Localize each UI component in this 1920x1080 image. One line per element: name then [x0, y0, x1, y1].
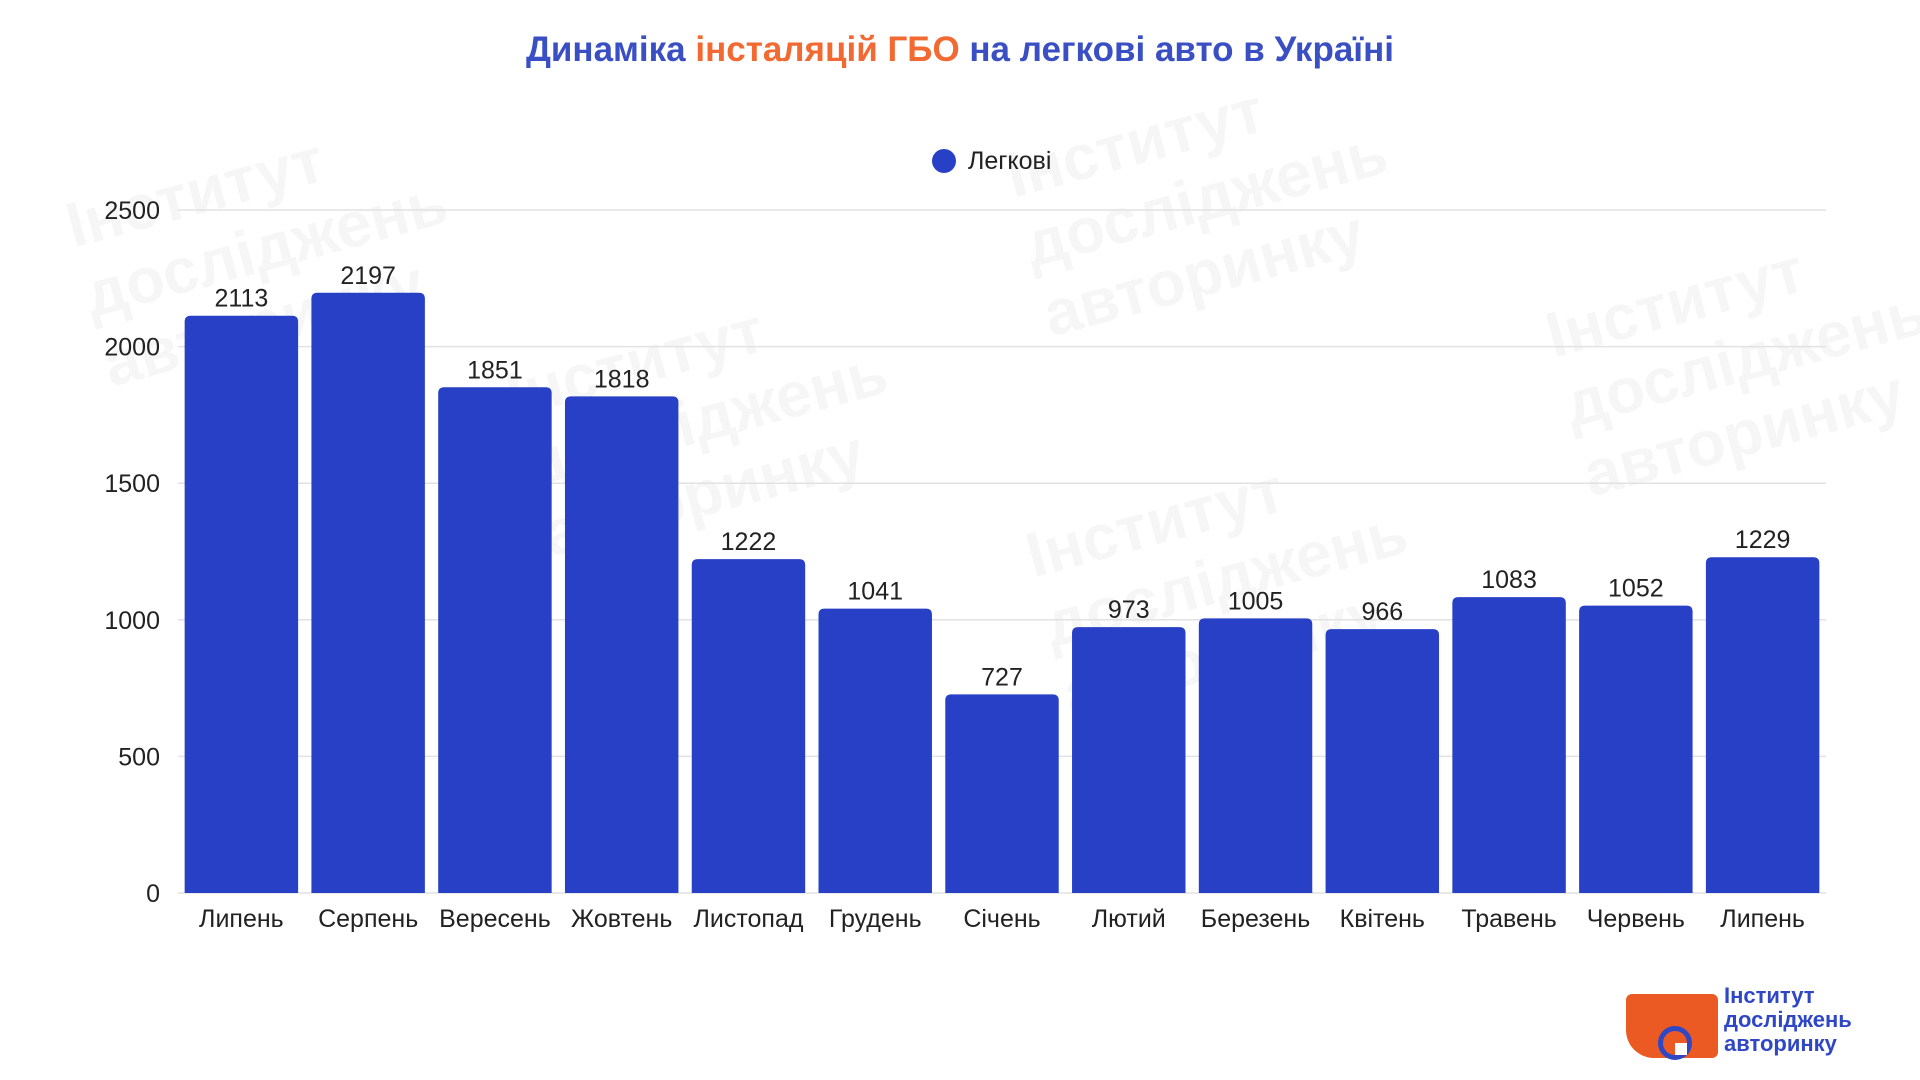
bar: [311, 292, 425, 893]
bar: [818, 608, 932, 893]
y-tick-label: 500: [118, 743, 160, 771]
x-tick-label: Жовтень: [571, 905, 672, 933]
bar: [564, 396, 679, 893]
title-accent: інсталяцій ГБО: [695, 30, 960, 69]
bar: [945, 694, 1059, 893]
data-label: 1041: [847, 578, 903, 606]
data-label: 1222: [721, 528, 777, 556]
x-tick-label: Серпень: [318, 905, 418, 933]
y-tick-label: 2500: [104, 197, 160, 225]
x-tick-label: Лютий: [1092, 905, 1166, 933]
data-label: 1005: [1228, 587, 1284, 615]
y-tick-label: 1000: [104, 607, 160, 635]
chart-title: Динаміка інсталяцій ГБО на легкові авто …: [0, 30, 1920, 70]
bar: [1452, 597, 1566, 893]
x-tick-label: Січень: [963, 905, 1040, 933]
logo-line-2: досліджень: [1724, 1007, 1852, 1032]
x-tick-label: Грудень: [829, 905, 922, 933]
data-label: 2113: [215, 285, 269, 313]
data-label: 1083: [1481, 566, 1537, 594]
legend-label: Легкові: [968, 146, 1052, 175]
bar: [1072, 627, 1186, 893]
title-part2: на легкові авто в Україні: [969, 30, 1395, 69]
institute-logo: Інститут досліджень авторинку: [1626, 984, 1906, 1064]
data-label: 2197: [340, 262, 396, 290]
data-label: 966: [1361, 598, 1403, 626]
data-label: 1851: [467, 356, 523, 384]
bar: [184, 315, 299, 893]
logo-line-1: Інститут: [1724, 983, 1815, 1008]
x-tick-label: Травень: [1461, 905, 1556, 933]
data-label: 1818: [594, 365, 650, 393]
bar: [1579, 605, 1693, 893]
logo-line-3: авторинку: [1724, 1031, 1837, 1056]
x-tick-label: Червень: [1587, 905, 1685, 933]
chart-legend: Легкові: [932, 146, 1051, 176]
data-label: 1229: [1735, 526, 1791, 554]
y-tick-label: 2000: [104, 334, 160, 362]
x-tick-label: Липень: [1720, 905, 1805, 933]
data-label: 1052: [1608, 575, 1664, 603]
bar: [1325, 629, 1440, 893]
x-tick-label: Квітень: [1340, 905, 1425, 933]
bar: [1198, 618, 1313, 893]
x-tick-label: Вересень: [439, 905, 551, 933]
y-tick-label: 1500: [104, 470, 160, 498]
data-label: 973: [1108, 596, 1150, 624]
bar: [691, 559, 806, 893]
logo-text: Інститут досліджень авторинку: [1724, 984, 1852, 1056]
title-part1: Динаміка: [525, 30, 686, 69]
y-tick-label: 0: [146, 880, 160, 908]
logo-circle: [1658, 1026, 1692, 1060]
bar: [1705, 557, 1820, 893]
bar: [438, 387, 552, 893]
legend-marker: [932, 149, 956, 173]
x-tick-label: Липень: [199, 905, 284, 933]
x-tick-label: Березень: [1201, 905, 1311, 933]
data-label: 727: [981, 663, 1023, 691]
x-tick-label: Листопад: [693, 905, 803, 933]
